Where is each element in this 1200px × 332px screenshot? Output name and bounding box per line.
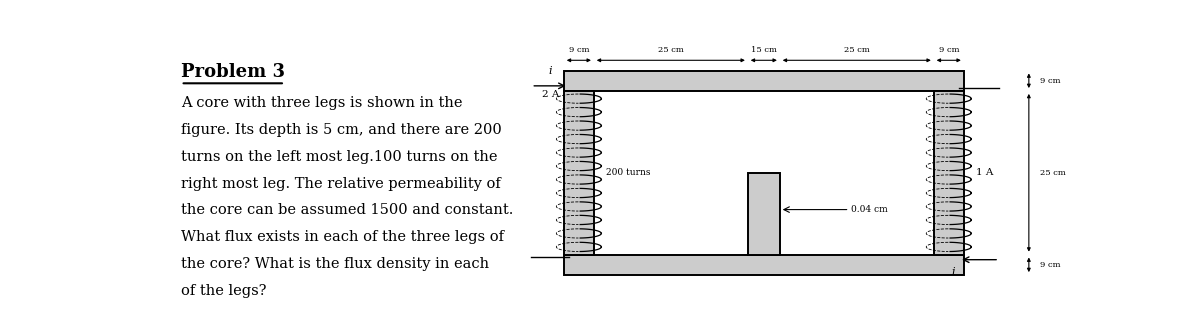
- Text: i: i: [952, 267, 955, 277]
- Bar: [564, 91, 594, 255]
- Text: 1 A: 1 A: [976, 168, 994, 177]
- Text: of the legs?: of the legs?: [181, 284, 266, 298]
- Bar: [564, 255, 964, 275]
- Text: Problem 3: Problem 3: [181, 63, 284, 81]
- Bar: [564, 255, 964, 275]
- Bar: [748, 173, 780, 255]
- Text: 25 cm: 25 cm: [844, 46, 870, 54]
- Bar: [934, 91, 964, 255]
- Bar: [564, 70, 964, 91]
- Text: What flux exists in each of the three legs of: What flux exists in each of the three le…: [181, 230, 504, 244]
- Text: A core with three legs is shown in the: A core with three legs is shown in the: [181, 96, 462, 110]
- Text: i: i: [548, 66, 552, 76]
- Text: right most leg. The relative permeability of: right most leg. The relative permeabilit…: [181, 177, 500, 191]
- Text: 9 cm: 9 cm: [569, 46, 589, 54]
- Text: 15 cm: 15 cm: [751, 46, 776, 54]
- Text: 25 cm: 25 cm: [1040, 169, 1066, 177]
- Text: the core? What is the flux density in each: the core? What is the flux density in ea…: [181, 257, 488, 271]
- Bar: [564, 70, 964, 91]
- Text: the core can be assumed 1500 and constant.: the core can be assumed 1500 and constan…: [181, 204, 514, 217]
- Bar: [934, 91, 964, 255]
- Text: 25 cm: 25 cm: [658, 46, 684, 54]
- Bar: [748, 173, 780, 255]
- Bar: [564, 91, 594, 255]
- Text: 2 A: 2 A: [542, 90, 559, 99]
- Text: turns on the left most leg.100 turns on the: turns on the left most leg.100 turns on …: [181, 150, 497, 164]
- Text: figure. Its depth is 5 cm, and there are 200: figure. Its depth is 5 cm, and there are…: [181, 123, 502, 137]
- Text: 9 cm: 9 cm: [1040, 261, 1061, 269]
- Text: 9 cm: 9 cm: [1040, 77, 1061, 85]
- Text: 200 turns: 200 turns: [606, 168, 650, 177]
- Text: 9 cm: 9 cm: [938, 46, 959, 54]
- Text: 0.04 cm: 0.04 cm: [852, 205, 888, 214]
